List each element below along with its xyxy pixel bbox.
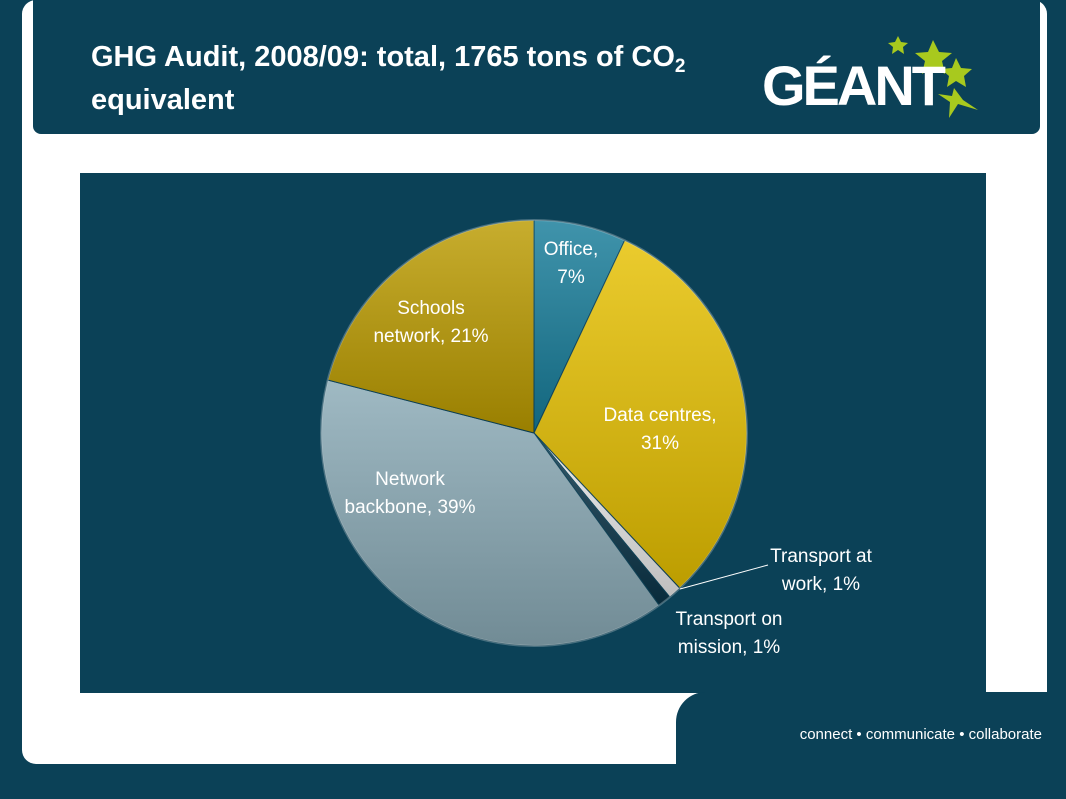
pie-rim	[320, 219, 748, 647]
title-subscript: 2	[674, 56, 686, 77]
pie-slice-shade-1	[534, 220, 625, 433]
slice-label-6: Schools network, 21%	[373, 298, 488, 347]
pie-slice-shade-4	[534, 433, 670, 606]
slice-label-line2: 7%	[557, 267, 585, 288]
logo-star-icon	[888, 36, 978, 118]
slice-label-line1: Transport at	[770, 546, 872, 567]
slice-label-line1: Data centres,	[604, 405, 717, 426]
slice-label-line2: mission, 1%	[678, 637, 781, 658]
leader-line-3	[679, 564, 769, 590]
slice-label-line1: Network	[375, 469, 445, 490]
left-border	[0, 0, 22, 799]
slice-label-line2: work, 1%	[781, 574, 860, 595]
footer-tab	[676, 692, 1066, 799]
slide-header	[33, 0, 1040, 134]
slice-label-5: Network backbone, 39%	[345, 469, 476, 518]
slice-label-line2: backbone, 39%	[345, 497, 476, 518]
slice-label-line2: network, 21%	[373, 326, 488, 347]
geant-logo: GÉANT	[758, 22, 988, 122]
pie-slice-shade-6	[327, 220, 534, 433]
pie-slice-shade-3	[534, 433, 680, 598]
slice-label-line1: Transport on	[675, 609, 782, 630]
slice-label-1: Office, 7%	[544, 239, 599, 288]
title-main: GHG Audit, 2008/09: total, 1765 tons of …	[91, 41, 675, 73]
right-border	[1047, 0, 1066, 799]
pie-slice-shade-5	[320, 380, 660, 647]
chart-area: Office, 7% Data centres, 31% Transport at wor…	[80, 173, 986, 693]
slice-label-3: Transport at work, 1%	[770, 546, 872, 595]
title-end: equivalent	[91, 84, 235, 116]
slide-title: GHG Audit, 2008/09: total, 1765 tons of …	[91, 36, 751, 122]
logo-text: GÉANT	[762, 54, 946, 117]
pie-chart: Office, 7% Data centres, 31% Transport at wor…	[320, 219, 873, 658]
slice-label-line2: 31%	[641, 433, 679, 454]
slice-label-2: Data centres, 31%	[604, 405, 717, 454]
pie-slice-shade-2	[534, 240, 748, 589]
slice-label-4: Transport on mission, 1%	[675, 609, 782, 658]
slice-label-line1: Schools	[397, 298, 465, 319]
tagline: connect • communicate • collaborate	[799, 726, 1042, 743]
slice-label-line1: Office,	[544, 239, 599, 260]
